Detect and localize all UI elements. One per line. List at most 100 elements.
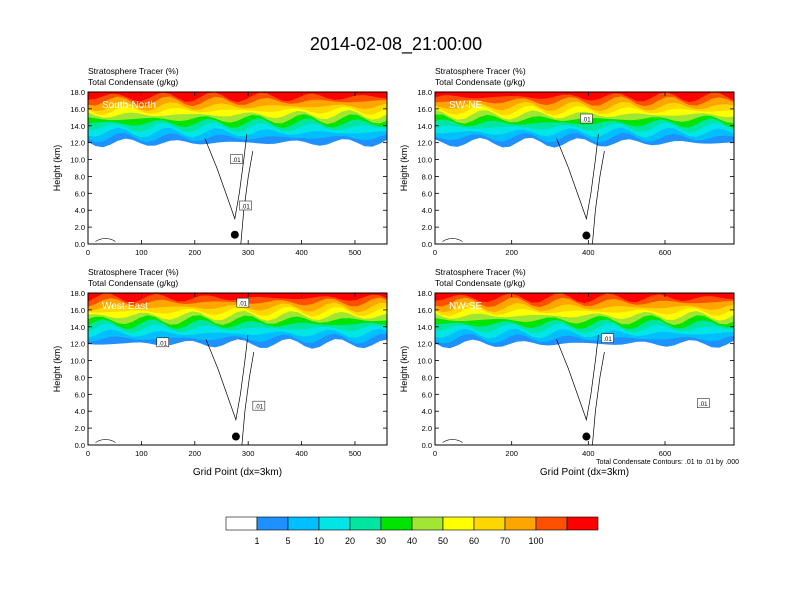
- colorbar-label: 30: [376, 536, 386, 546]
- x-tick-label: 300: [242, 248, 255, 257]
- panel-label: South-North: [102, 100, 156, 111]
- panel-label: West-East: [102, 301, 148, 312]
- colorbar-swatch: [473, 516, 506, 531]
- y-tick-label: 2.0: [422, 223, 432, 232]
- contour-label-box: [239, 200, 252, 211]
- x-tick-label: 100: [135, 248, 148, 257]
- contour-label-box: [697, 398, 710, 408]
- y-tick-label: 0.0: [75, 240, 85, 249]
- panel-title-condensate: Total Condensate (g/kg): [88, 77, 178, 87]
- condensate-contour: [442, 238, 463, 242]
- plot-frame: [434, 292, 735, 446]
- tracer-band: [435, 92, 734, 103]
- x-tick-label: 200: [189, 248, 202, 257]
- panel-title-condensate: Total Condensate (g/kg): [435, 278, 525, 288]
- x-axis-label: Grid Point (dx=3km): [193, 467, 282, 478]
- x-tick-label: 200: [189, 449, 202, 458]
- condensate-contour: [95, 238, 116, 242]
- y-tick-label: 0.0: [422, 441, 432, 450]
- panel-south-north: .01 .01 South-North Stratosphere Tracer (%)…: [52, 66, 388, 257]
- panels: .01 .01 South-North Stratosphere Tracer (%)…: [52, 66, 735, 478]
- y-axis-label: Height (km): [52, 346, 62, 393]
- contour-label: .01: [232, 158, 241, 164]
- y-tick-label: 12.0: [70, 139, 85, 148]
- colorbar-label: 50: [438, 536, 448, 546]
- condensate-contour: [592, 151, 605, 244]
- plot-area: .01 .01: [88, 92, 387, 244]
- y-tick-label: 10.0: [417, 156, 432, 165]
- condensate-contour: [95, 439, 116, 443]
- panel-west-east: .01 .01 .01 West-East Stratosphere Tracer (%…: [52, 267, 388, 478]
- condensate-contour: [592, 352, 605, 445]
- x-tick-label: 400: [582, 248, 595, 257]
- contour-label-box: [156, 337, 169, 348]
- x-tick-label: 400: [295, 248, 308, 257]
- colorbar-swatch: [287, 516, 320, 531]
- condensate-contour: [240, 151, 254, 244]
- contour-label: .01: [582, 118, 591, 124]
- panel-title-tracer: Stratosphere Tracer (%): [435, 66, 526, 76]
- panel-label: SW-NE: [449, 100, 482, 111]
- x-tick-label: 400: [295, 449, 308, 458]
- colorbar-label: 10: [314, 536, 324, 546]
- panel-title-condensate: Total Condensate (g/kg): [435, 77, 525, 87]
- y-tick-label: 8.0: [422, 172, 432, 181]
- y-tick-label: 4.0: [422, 407, 432, 416]
- x-tick-label: 200: [505, 248, 518, 257]
- y-tick-label: 14.0: [70, 122, 85, 131]
- contour-label: .01: [239, 302, 248, 308]
- panel-title-tracer: Stratosphere Tracer (%): [88, 66, 179, 76]
- panel-title-tracer: Stratosphere Tracer (%): [435, 267, 526, 277]
- panel-nw-se: .01 .01 NW-SE Stratosphere Tracer (%)Total …: [399, 267, 735, 478]
- colorbar-label: 40: [407, 536, 417, 546]
- contour-label: .01: [699, 402, 708, 408]
- contour-label-box: [230, 154, 243, 164]
- tracer-band: [435, 293, 734, 304]
- y-tick-label: 4.0: [75, 206, 85, 215]
- y-tick-label: 8.0: [422, 373, 432, 382]
- x-tick-label: 400: [582, 449, 595, 458]
- x-tick-label: 300: [242, 449, 255, 458]
- location-marker: [582, 432, 591, 441]
- x-tick-label: 600: [659, 449, 672, 458]
- panel-title-condensate: Total Condensate (g/kg): [88, 278, 178, 288]
- y-tick-label: 0.0: [422, 240, 432, 249]
- y-tick-label: 8.0: [75, 172, 85, 181]
- x-tick-label: 100: [135, 449, 148, 458]
- location-marker: [230, 230, 239, 239]
- condensate-contour: [556, 335, 599, 422]
- plot-frame: [87, 91, 388, 245]
- y-axis-label: Height (km): [399, 145, 409, 192]
- figure-title: 2014-02-08_21:00:00: [310, 34, 482, 55]
- y-tick-label: 14.0: [70, 323, 85, 332]
- y-tick-label: 0.0: [75, 441, 85, 450]
- location-marker: [231, 432, 240, 441]
- y-tick-label: 2.0: [75, 223, 85, 232]
- y-tick-label: 12.0: [70, 340, 85, 349]
- plot-area: .01 .01: [435, 293, 734, 445]
- x-tick-label: 500: [349, 248, 362, 257]
- colorbar-label: 5: [285, 536, 290, 546]
- x-tick-label: 0: [86, 248, 90, 257]
- y-tick-label: 4.0: [75, 407, 85, 416]
- colorbar-swatch: [535, 516, 568, 531]
- tracer-band: [88, 92, 387, 103]
- y-tick-label: 12.0: [417, 139, 432, 148]
- y-tick-label: 8.0: [75, 373, 85, 382]
- plot-area: .01 .01 .01: [88, 293, 387, 445]
- contour-note: Total Condensate Contours: .01 to .01 by…: [596, 459, 739, 466]
- contour-label-box: [601, 333, 614, 343]
- x-tick-label: 0: [86, 449, 90, 458]
- colorbar-swatch: [256, 516, 289, 531]
- colorbar: 1 5 10 20 30 40 50 60 70 100: [225, 516, 599, 546]
- panel-title-tracer: Stratosphere Tracer (%): [88, 267, 179, 277]
- condensate-contour: [556, 134, 599, 221]
- x-tick-label: 200: [505, 449, 518, 458]
- y-tick-label: 14.0: [417, 323, 432, 332]
- panel-label: NW-SE: [449, 301, 482, 312]
- y-tick-label: 12.0: [417, 340, 432, 349]
- y-axis-label: Height (km): [52, 145, 62, 192]
- x-tick-label: 0: [433, 449, 437, 458]
- contour-label: .01: [241, 205, 250, 211]
- y-tick-label: 10.0: [417, 357, 432, 366]
